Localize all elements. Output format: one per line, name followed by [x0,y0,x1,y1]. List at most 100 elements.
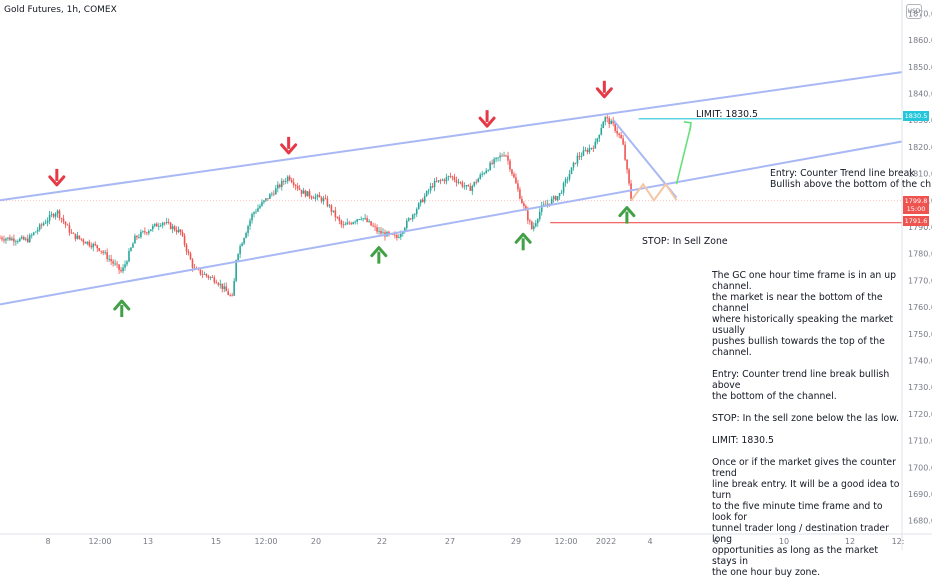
buy-signal-arrow-stem [120,305,124,318]
candle-body [580,155,583,157]
drawings [0,71,903,306]
candle-body [306,191,309,197]
time-axis[interactable]: 8 12:00 13 15 12:00 20 22 27 29 12:00 2022 4 6 10 12 12… [0,533,932,546]
candle-body [0,237,1,239]
channel-upper-line [0,71,903,202]
candle-body [481,173,484,175]
candle-body [26,238,29,243]
candle-body [124,264,126,268]
currency-badge[interactable]: USD [906,4,922,19]
candle-body [594,141,597,149]
candle-body [219,283,222,285]
candle-body [572,162,575,168]
candle-body [346,222,349,225]
buy-signal-arrow-stem [625,211,629,224]
candle-body [411,214,414,220]
candle-body [280,180,283,187]
candle-body [138,237,140,238]
candle-body [324,198,327,200]
candle-body [185,244,188,252]
candle-body [223,286,226,289]
buy-signal-arrow [113,299,131,311]
price-tick-label: 1680.0 [908,517,932,526]
candle-body [590,147,593,149]
price-tick-label: 1760.0 [908,303,932,312]
candle-body [104,252,106,254]
price-tick-label: 1820.0 [908,143,932,152]
candle-body [34,231,37,233]
candle-body [308,191,311,197]
candle-body [251,214,253,221]
candle-body [193,267,196,269]
candle-body [322,198,325,202]
candle-body [249,220,251,226]
candle-body [94,243,97,246]
candle-body [427,190,430,192]
price-chart[interactable]: 1680.0 1690.0 1700.0 1710.0 1720.0 1730.0 1740… [0,0,932,550]
candle-body [614,123,616,131]
candle-body [531,221,533,229]
candle-body [165,221,168,224]
candle-body [465,185,468,187]
price-tick-label: 1790.0 [908,223,932,232]
candle-body [116,263,118,265]
candle-body [608,118,611,125]
candle-body [62,218,65,222]
candle-body [407,218,410,221]
candle-body [173,226,176,231]
candle-body [533,226,535,229]
candle-body [265,198,267,201]
symbol-title: Gold Futures, 1h, COMEX [4,5,117,15]
candle-body [354,221,357,223]
price-tick-label: 1740.0 [908,356,932,365]
stop-price-tag: 1791.6 [903,216,929,226]
price-tick-label: 1690.0 [908,490,932,499]
candle-body [273,193,275,195]
candle-body [604,117,607,122]
candle-body [1,237,3,240]
candle-body [376,227,378,232]
candle-body [296,186,299,189]
candle-body [233,280,235,296]
candle-body [15,241,17,243]
candle-body [578,155,581,157]
candle-body [342,224,345,226]
candle-body [150,229,152,232]
candle-body [163,222,166,224]
candle-body [546,203,549,205]
candle-body [471,185,474,191]
candle-body [495,157,497,160]
candle-body [398,237,400,238]
price-axis[interactable]: 1680.0 1690.0 1700.0 1710.0 1720.0 1730.0 1740… [901,0,932,550]
candle-body [19,238,21,242]
time-tick-label: 10 [779,537,789,546]
candle-body [622,138,624,145]
candle-body [257,208,259,212]
candle-body [525,206,527,211]
sell-signal-arrow [280,143,298,155]
candle-body [582,150,585,156]
candle-body [388,231,390,234]
candle-body [370,221,372,226]
candle-body [487,170,489,171]
candle-body [356,219,358,222]
candle-body [402,231,404,234]
candle-body [155,223,158,227]
candle-body [511,169,513,174]
candle-body [118,264,120,270]
candle-body [40,224,43,226]
candle-body [505,155,507,157]
candle-body [302,190,305,194]
candle-body [548,203,551,205]
candle-body [483,173,485,174]
candle-body [366,218,368,222]
candle-body [70,232,73,234]
candle-body [102,251,104,253]
candle-body [451,176,454,178]
candle-body [72,232,75,234]
time-tick-label: 20 [311,537,321,546]
time-tick-label: 12:00 [88,537,111,546]
candle-body [56,210,59,214]
sell-signal-arrow-stem [602,80,606,93]
